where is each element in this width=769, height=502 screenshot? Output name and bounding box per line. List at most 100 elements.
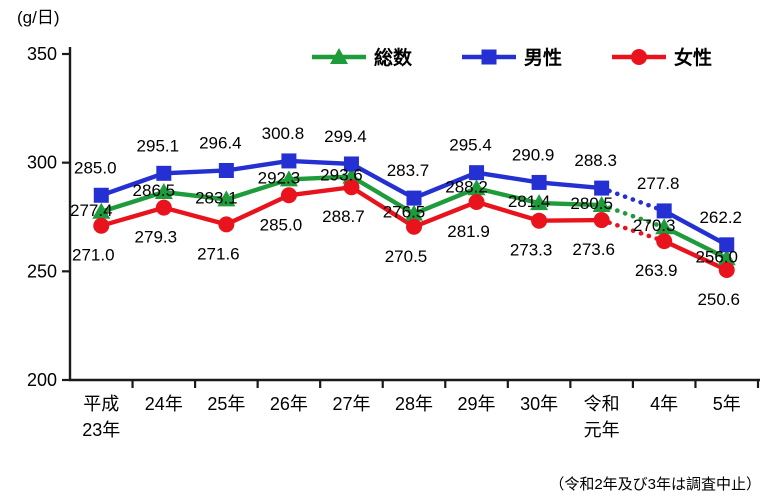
male-marker [656, 203, 672, 219]
male-marker [281, 153, 297, 169]
legend-item-male: 男性 [462, 46, 562, 69]
female-value-label: 273.6 [572, 240, 615, 259]
y-axis-tick-label: 350 [27, 44, 57, 64]
male-marker [218, 162, 234, 178]
male-value-label: 277.8 [637, 174, 680, 193]
female-value-label: 281.9 [447, 222, 490, 241]
total-value-label: 293.6 [320, 166, 363, 185]
male-value-label: 296.4 [199, 133, 242, 152]
x-axis-category-label: 26年 [270, 394, 308, 414]
series-female-gap-dotted-line [599, 217, 667, 244]
female-marker [468, 194, 485, 211]
series-male-line-after-gap [663, 208, 728, 247]
total-value-label: 292.3 [258, 168, 301, 187]
legend-female-marker [631, 49, 647, 65]
total-marker [405, 204, 423, 221]
legend-male-label: 男性 [524, 46, 562, 69]
male-marker [594, 180, 610, 196]
female-value-label: 250.6 [697, 290, 740, 309]
x-axis-category-label: 平成 23年 [82, 394, 120, 440]
male-marker [719, 237, 735, 253]
x-axis-category-label: 30年 [520, 394, 558, 414]
male-marker [406, 190, 422, 206]
female-marker [218, 216, 235, 233]
total-marker [655, 218, 674, 235]
male-value-label: 290.9 [512, 145, 555, 164]
total-value-label: 276.5 [383, 203, 426, 222]
female-marker [656, 233, 673, 250]
female-value-label: 273.3 [510, 241, 553, 260]
legend-total-label: 総数 [374, 46, 413, 69]
total-marker [592, 196, 611, 213]
male-value-label: 299.4 [324, 127, 367, 146]
total-value-label: 277.4 [70, 201, 113, 220]
total-marker [92, 202, 111, 219]
male-marker [531, 174, 547, 190]
series-female-line-after-gap [663, 239, 728, 273]
y-axis-tick-label: 250 [27, 261, 57, 281]
series-total-line-after-gap [663, 225, 728, 261]
female-value-label: 279.3 [135, 228, 178, 247]
x-axis-category-label: 4年 [650, 394, 678, 414]
male-value-label: 283.7 [387, 161, 430, 180]
total-marker [530, 194, 549, 211]
y-axis-tick-label: 300 [27, 153, 57, 173]
female-marker [718, 262, 735, 279]
axes: 200 250 300 350 平成 23年 24年 25年 26年 27年 28年 29年 30年 令和… [27, 44, 760, 440]
x-axis-category-label: 29年 [458, 394, 496, 414]
male-value-label: 262.2 [699, 208, 742, 227]
total-marker [717, 249, 736, 266]
female-value-label: 270.5 [385, 247, 428, 266]
total-marker [467, 179, 486, 196]
female-value-label: 271.0 [72, 246, 115, 265]
female-value-label: 271.6 [197, 244, 240, 263]
total-marker [279, 170, 298, 187]
female-value-label: 263.9 [635, 261, 678, 280]
total-marker [342, 167, 361, 184]
male-marker [343, 156, 359, 172]
series-total-gap-dotted-line [599, 202, 667, 230]
legend-item-female: 女性 [612, 46, 712, 69]
x-axis-category-label: 24年 [145, 394, 183, 414]
male-marker [156, 165, 172, 181]
female-marker [93, 217, 110, 234]
male-value-label: 300.8 [262, 124, 305, 143]
total-value-label: 280.5 [570, 194, 613, 213]
series-male-gap-dotted-line [599, 185, 667, 214]
total-value-label: 281.4 [508, 192, 551, 211]
male-value-label: 295.4 [449, 136, 492, 155]
survey-gap-footnote: （令和2年及び3年は調査中止） [549, 476, 761, 493]
male-value-label: 295.1 [137, 136, 180, 155]
female-value-label: 285.0 [260, 215, 303, 234]
total-value-label: 270.3 [633, 216, 676, 235]
total-value-label: 286.5 [133, 181, 176, 200]
total-marker [154, 183, 173, 200]
total-value-label: 283.1 [195, 188, 238, 207]
x-axis-category-label: 28年 [395, 394, 433, 414]
legend: 総数 男性 女性 [312, 46, 712, 69]
y-axis-tick-label: 200 [27, 370, 57, 390]
x-axis-category-label: 令和元年 [584, 394, 620, 440]
series-markers [92, 153, 736, 279]
x-axis-category-label: 27年 [332, 394, 370, 414]
x-axis-category-label: 5年 [713, 394, 741, 414]
x-axis-category-label: 25年 [207, 394, 245, 414]
total-value-label: 288.2 [445, 177, 488, 196]
total-value-label: 256.0 [695, 247, 738, 266]
male-marker [93, 187, 109, 203]
legend-male-marker [481, 49, 497, 65]
female-marker [593, 212, 610, 229]
total-marker [217, 190, 236, 207]
female-marker [531, 212, 548, 229]
legend-item-total: 総数 [312, 46, 413, 69]
female-marker [343, 179, 360, 196]
female-marker [155, 199, 172, 216]
male-value-label: 285.0 [74, 158, 117, 177]
male-marker [469, 165, 485, 181]
data-labels: 277.4 286.5 283.1 292.3 293.6 276.5 288.2 281.4… [70, 124, 742, 309]
y-axis-unit-label: (g/日) [17, 8, 60, 27]
legend-female-label: 女性 [674, 46, 712, 69]
male-value-label: 288.3 [574, 151, 617, 170]
